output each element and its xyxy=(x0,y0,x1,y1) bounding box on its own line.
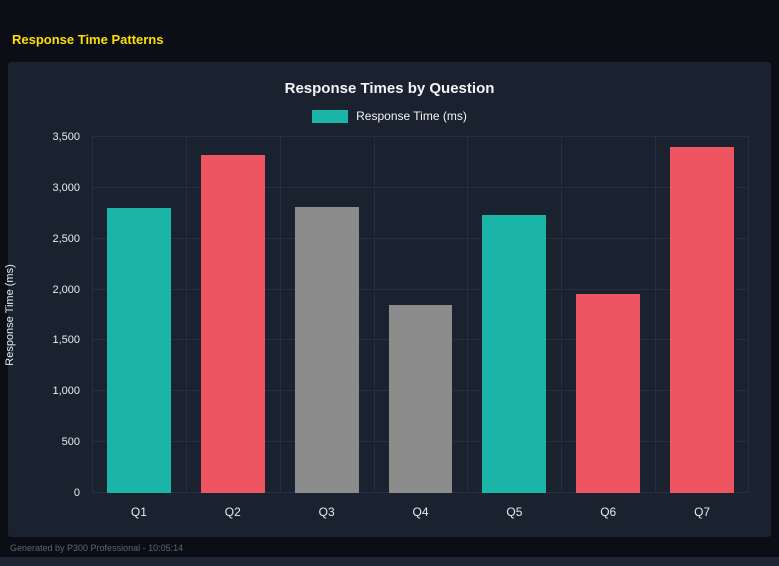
y-tick-label: 1,000 xyxy=(52,385,80,398)
y-axis-ticks: 0 500 1,000 1,500 2,000 2,500 3,000 3,500 xyxy=(20,131,80,499)
bar-q7[interactable] xyxy=(670,147,734,493)
x-tick-label: Q1 xyxy=(130,505,147,519)
y-axis-title: Response Time (ms) xyxy=(4,264,16,366)
gridline-horizontal xyxy=(92,237,749,239)
gridline-horizontal xyxy=(92,288,749,290)
legend-swatch-icon xyxy=(312,109,349,123)
y-tick-label: 0 xyxy=(73,487,80,499)
page-header: Response Time Patterns xyxy=(12,32,163,47)
y-tick-label: 500 xyxy=(61,436,80,449)
bottom-bar xyxy=(0,557,779,566)
gridline-vertical xyxy=(655,137,657,493)
gridline-vertical xyxy=(185,137,187,493)
bar-column xyxy=(280,137,374,493)
page-title: Response Time Patterns xyxy=(12,32,164,47)
gridline-vertical xyxy=(92,137,93,493)
gridline-vertical xyxy=(467,137,469,493)
x-tick-label: Q5 xyxy=(506,505,523,519)
bar-q5[interactable] xyxy=(482,215,547,493)
y-tick-label: 3,000 xyxy=(52,181,80,194)
gridline-vertical xyxy=(373,137,375,493)
gridline-vertical xyxy=(279,137,281,493)
y-tick-label: 3,500 xyxy=(52,131,80,143)
gridline-horizontal xyxy=(92,186,749,188)
x-axis-labels: Q1 Q2 Q3 Q4 Q5 Q6 Q7 xyxy=(92,493,749,519)
bar-column xyxy=(374,137,468,493)
bar-q3[interactable] xyxy=(294,207,359,493)
bar-column xyxy=(655,137,749,493)
gridline-vertical xyxy=(561,137,563,493)
y-tick-label: 1,500 xyxy=(52,334,80,347)
bar-q1[interactable] xyxy=(107,208,171,493)
bar-q2[interactable] xyxy=(200,155,265,493)
bar-column xyxy=(92,137,186,493)
x-tick-label: Q3 xyxy=(318,505,335,519)
bars-row xyxy=(92,137,749,493)
chart-panel: Response Times by Question Response Time… xyxy=(4,62,771,537)
footer-text: Generated by P300 Professional - 10:05:1… xyxy=(10,543,184,553)
plot-area xyxy=(92,136,749,493)
bar-column xyxy=(186,137,280,493)
x-tick-label: Q7 xyxy=(694,505,711,519)
chart-body: Response Time (ms) 0 500 1,000 1,500 2,000 2,… xyxy=(4,131,749,499)
x-tick-label: Q6 xyxy=(600,505,617,519)
bar-q4[interactable] xyxy=(388,304,453,493)
bar-q6[interactable] xyxy=(576,293,641,493)
x-tick-label: Q2 xyxy=(224,505,241,519)
legend-item[interactable]: Response Time (ms) xyxy=(8,109,771,123)
bar-column xyxy=(561,137,655,493)
x-tick-label: Q4 xyxy=(412,505,429,519)
gridline-horizontal xyxy=(92,136,749,137)
gridline-vertical xyxy=(748,137,749,493)
bar-column xyxy=(467,137,561,493)
legend-label: Response Time (ms) xyxy=(356,109,467,123)
chart-title: Response Times by Question xyxy=(284,80,495,97)
y-tick-label: 2,500 xyxy=(52,232,80,245)
y-tick-label: 2,000 xyxy=(52,283,80,296)
